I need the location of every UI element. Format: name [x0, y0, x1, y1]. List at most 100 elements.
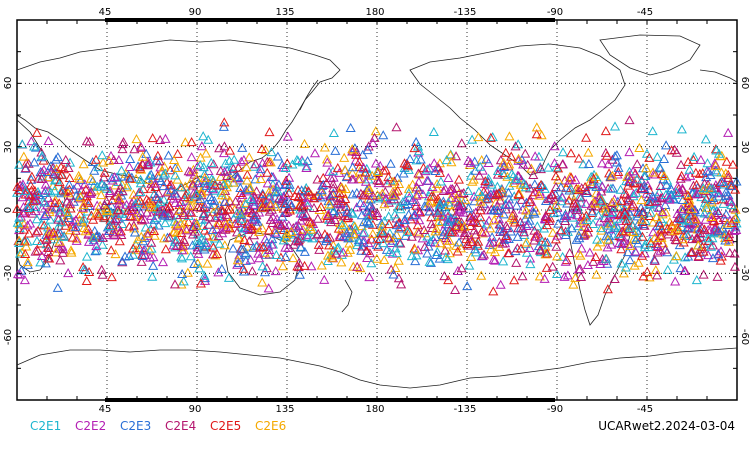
occultation-marker [278, 224, 289, 234]
occultation-marker [581, 185, 592, 195]
occultation-marker [476, 270, 487, 280]
occultation-marker [332, 198, 343, 208]
occultation-marker [326, 217, 337, 227]
occultation-marker [440, 184, 451, 194]
occultation-marker [224, 217, 235, 227]
occultation-marker [49, 197, 60, 207]
occultation-marker [432, 178, 443, 189]
occultation-marker [301, 209, 312, 220]
occultation-marker [71, 233, 82, 243]
occultation-marker [670, 276, 681, 286]
occultation-marker [158, 180, 169, 191]
occultation-marker [200, 148, 212, 158]
occultation-marker [623, 176, 634, 186]
occultation-marker [127, 204, 138, 215]
right-lat-label: -60 [739, 329, 750, 345]
occultation-marker [602, 220, 613, 230]
occultation-marker [677, 183, 688, 193]
occultation-marker [282, 206, 293, 216]
occultation-marker [625, 240, 636, 250]
occultation-marker [113, 154, 124, 165]
occultation-marker [231, 227, 243, 237]
bottom-longitude-labels: 45 90 135 180 -135 -90 -45 [99, 404, 654, 415]
occultation-marker [652, 151, 663, 161]
occultation-marker [502, 171, 513, 181]
occultation-marker [654, 202, 665, 212]
occultation-marker [22, 202, 33, 213]
occultation-marker [68, 196, 79, 206]
occultation-marker [40, 258, 51, 268]
occultation-marker [485, 237, 496, 247]
occultation-marker [587, 206, 598, 216]
occultation-marker [241, 198, 252, 209]
occultation-marker [146, 198, 157, 208]
occultation-marker [386, 264, 397, 274]
occultation-marker [138, 245, 149, 255]
occultation-marker [332, 162, 343, 173]
occultation-marker [595, 237, 606, 247]
occultation-marker [186, 151, 197, 162]
occultation-marker [219, 196, 230, 206]
occultation-marker [138, 236, 149, 246]
occultation-marker [128, 220, 139, 230]
occultation-marker [578, 216, 589, 226]
occultation-marker [698, 269, 709, 279]
occultation-marker [655, 180, 666, 190]
occultation-marker [384, 233, 396, 243]
occultation-marker [367, 228, 378, 238]
occultation-marker [632, 238, 644, 248]
occultation-marker [216, 263, 227, 273]
occultation-marker [362, 252, 373, 262]
occultation-marker [636, 214, 647, 224]
occultation-marker [568, 279, 579, 289]
occultation-marker [367, 170, 378, 180]
occultation-marker [676, 204, 687, 214]
occultation-marker [583, 147, 594, 157]
occultation-marker [473, 236, 484, 246]
occultation-marker [232, 173, 243, 183]
occultation-marker [311, 230, 322, 240]
legend: C2E1 C2E2 C2E3 C2E4 C2E5 C2E6 [30, 419, 286, 433]
occultation-marker [272, 186, 283, 196]
occultation-marker [322, 157, 333, 167]
occultation-marker [679, 265, 690, 275]
occultation-marker [435, 238, 446, 248]
occultation-marker [677, 214, 688, 224]
occultation-marker [175, 196, 186, 207]
occultation-marker [63, 267, 74, 278]
occultation-marker [250, 159, 261, 169]
occultation-marker [242, 169, 253, 179]
occultation-marker [211, 248, 223, 258]
occultation-marker [135, 195, 146, 205]
occultation-marker [395, 238, 406, 248]
occultation-marker [98, 172, 109, 182]
occultation-marker [172, 220, 183, 230]
occultation-marker [117, 256, 128, 266]
occultation-marker [486, 179, 497, 189]
occultation-marker [113, 195, 124, 205]
occultation-marker [358, 237, 369, 247]
occultation-marker [573, 230, 584, 240]
occultation-marker [43, 135, 54, 146]
occultation-marker [54, 207, 65, 217]
occultation-marker [641, 163, 652, 173]
occultation-marker [222, 204, 233, 214]
occultation-marker [583, 158, 594, 168]
occultation-marker [189, 226, 201, 236]
occultation-marker [721, 209, 732, 219]
occultation-marker [134, 162, 146, 172]
occultation-marker [419, 241, 430, 251]
occultation-marker [172, 240, 183, 250]
occultation-marker [67, 232, 78, 242]
occultation-marker [185, 251, 196, 261]
occultation-marker [323, 199, 335, 209]
occultation-marker [634, 142, 645, 152]
occultation-marker [80, 226, 91, 236]
occultation-marker [108, 154, 119, 164]
occultation-marker [250, 174, 261, 184]
occultation-marker [501, 199, 512, 210]
occultation-marker [211, 219, 222, 229]
occultation-marker [249, 199, 260, 209]
occultation-marker [546, 189, 557, 199]
occultation-marker [322, 250, 334, 260]
